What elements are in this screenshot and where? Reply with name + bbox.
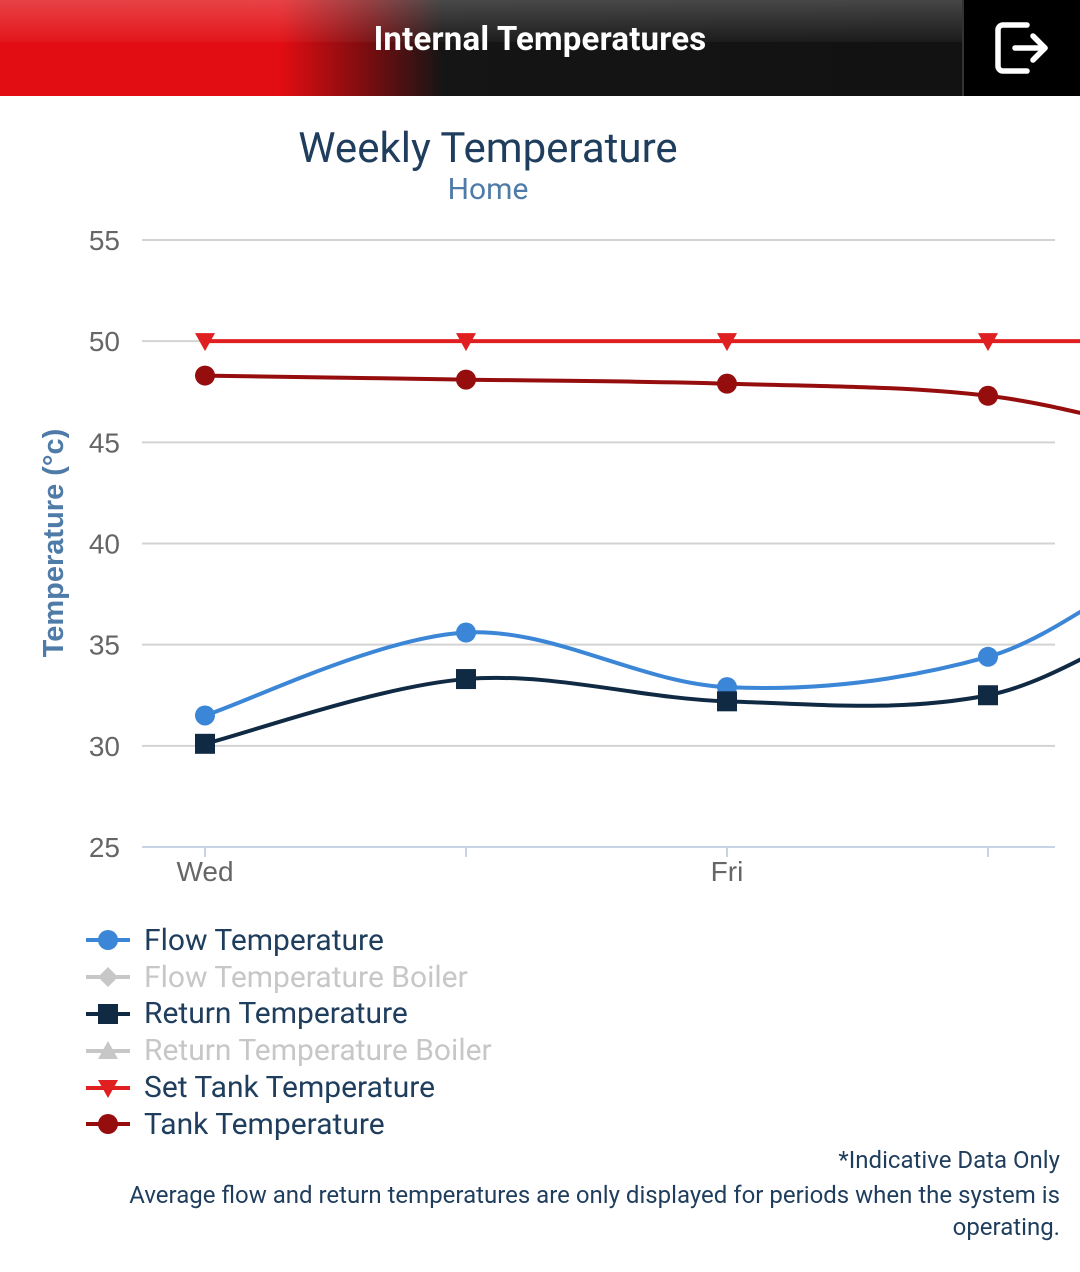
- flow-temperature-point[interactable]: [978, 646, 998, 667]
- chart-subtitle: Home: [447, 172, 529, 207]
- legend-symbol: [86, 1003, 130, 1024]
- series-set-tank-temperature: [195, 333, 1080, 352]
- legend-item-flow-temperature-boiler[interactable]: Flow Temperature Boiler: [86, 959, 492, 996]
- legend-marker: [98, 930, 118, 951]
- tank-temperature-point[interactable]: [456, 369, 476, 390]
- flow-temperature-point[interactable]: [456, 622, 476, 643]
- set-tank-temperature-point[interactable]: [456, 333, 476, 352]
- return-temperature-point[interactable]: [978, 685, 998, 706]
- y-tick-label: 35: [89, 630, 120, 661]
- x-tick-label: Fri: [711, 856, 744, 887]
- legend-item-return-temperature-boiler[interactable]: Return Temperature Boiler: [86, 1032, 492, 1069]
- legend-label: Flow Temperature Boiler: [144, 959, 468, 995]
- series-return-temperature: [195, 657, 1080, 754]
- legend-marker: [98, 1003, 118, 1024]
- legend-item-return-temperature[interactable]: Return Temperature: [86, 996, 492, 1033]
- legend-symbol: [86, 930, 130, 951]
- legend-symbol: [86, 1040, 130, 1059]
- return-temperature-point[interactable]: [456, 669, 476, 690]
- legend-symbol: [86, 967, 130, 988]
- chart-title: Weekly Temperature: [298, 124, 678, 173]
- x-tick-label: Wed: [176, 856, 233, 887]
- set-tank-temperature-point[interactable]: [195, 333, 215, 352]
- legend-symbol: [86, 1079, 130, 1098]
- operating-note: Average flow and return temperatures are…: [129, 1181, 1060, 1241]
- series-flow-temperature: [195, 609, 1080, 726]
- y-tick-label: 40: [89, 529, 120, 560]
- legend-marker: [98, 967, 118, 988]
- tank-temperature-point[interactable]: [717, 373, 737, 394]
- return-temperature-point[interactable]: [717, 691, 737, 712]
- y-axis-label: Temperature (°c): [38, 429, 70, 658]
- chart-card: [2, 96, 1078, 1272]
- y-tick-label: 25: [89, 832, 120, 863]
- chart-legend: Flow Temperature Flow Temperature Boiler R…: [86, 922, 492, 1143]
- series-tank-temperature: [195, 365, 1080, 415]
- y-tick-label: 55: [89, 225, 120, 256]
- legend-marker: [98, 1040, 118, 1059]
- legend-symbol: [86, 1114, 130, 1135]
- flow-temperature-point[interactable]: [195, 705, 215, 726]
- flow-temperature-line: [204, 609, 1080, 718]
- legend-item-set-tank-temperature[interactable]: Set Tank Temperature: [86, 1069, 492, 1106]
- tank-temperature-point[interactable]: [195, 365, 215, 386]
- legend-marker: [98, 1114, 118, 1135]
- legend-item-tank-temperature[interactable]: Tank Temperature: [86, 1106, 492, 1143]
- tank-temperature-line: [204, 373, 1080, 415]
- tank-temperature-point[interactable]: [978, 385, 998, 406]
- header-bar: Internal Temperatures: [0, 0, 1080, 96]
- set-tank-temperature-point[interactable]: [717, 333, 737, 352]
- y-tick-label: 45: [89, 427, 120, 458]
- return-temperature-point[interactable]: [195, 733, 215, 754]
- exit-icon: [995, 22, 1048, 74]
- y-tick-label: 50: [89, 326, 120, 357]
- legend-label: Flow Temperature: [144, 922, 384, 958]
- legend-label: Return Temperature Boiler: [144, 1033, 492, 1069]
- exit-button[interactable]: [962, 0, 1080, 96]
- legend-label: Return Temperature: [144, 996, 408, 1032]
- y-tick-label: 30: [89, 731, 120, 762]
- legend-label: Set Tank Temperature: [144, 1070, 436, 1106]
- legend-marker: [98, 1079, 118, 1098]
- legend-label: Tank Temperature: [144, 1106, 385, 1142]
- set-tank-temperature-point[interactable]: [978, 333, 998, 352]
- indicative-note: *Indicative Data Only: [838, 1146, 1060, 1174]
- legend-item-flow-temperature[interactable]: Flow Temperature: [86, 922, 492, 959]
